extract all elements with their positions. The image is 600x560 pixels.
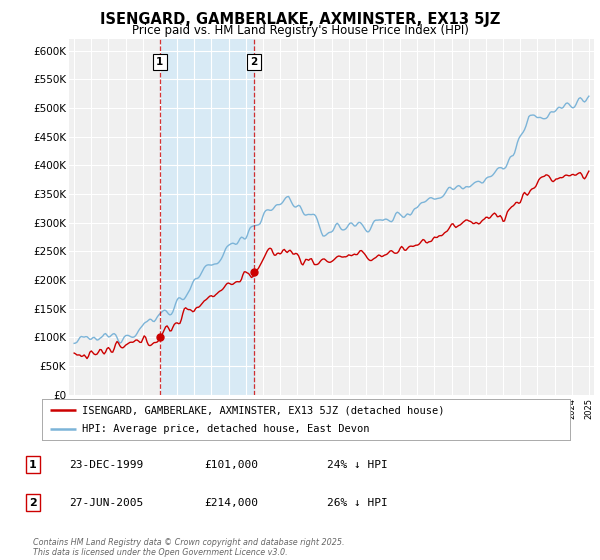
- Text: 27-JUN-2005: 27-JUN-2005: [69, 498, 143, 508]
- Text: ISENGARD, GAMBERLAKE, AXMINSTER, EX13 5JZ (detached house): ISENGARD, GAMBERLAKE, AXMINSTER, EX13 5J…: [82, 405, 444, 415]
- Text: 26% ↓ HPI: 26% ↓ HPI: [327, 498, 388, 508]
- Text: 1: 1: [29, 460, 37, 470]
- Text: 2: 2: [250, 57, 258, 67]
- Text: Contains HM Land Registry data © Crown copyright and database right 2025.
This d: Contains HM Land Registry data © Crown c…: [33, 538, 344, 557]
- Bar: [160, 39, 254, 395]
- Text: Price paid vs. HM Land Registry's House Price Index (HPI): Price paid vs. HM Land Registry's House …: [131, 24, 469, 37]
- Text: 1: 1: [156, 57, 163, 67]
- Text: £214,000: £214,000: [204, 498, 258, 508]
- Text: 23-DEC-1999: 23-DEC-1999: [69, 460, 143, 470]
- Text: £101,000: £101,000: [204, 460, 258, 470]
- Text: 24% ↓ HPI: 24% ↓ HPI: [327, 460, 388, 470]
- Text: HPI: Average price, detached house, East Devon: HPI: Average price, detached house, East…: [82, 424, 369, 433]
- Text: ISENGARD, GAMBERLAKE, AXMINSTER, EX13 5JZ: ISENGARD, GAMBERLAKE, AXMINSTER, EX13 5J…: [100, 12, 500, 27]
- Text: 2: 2: [29, 498, 37, 508]
